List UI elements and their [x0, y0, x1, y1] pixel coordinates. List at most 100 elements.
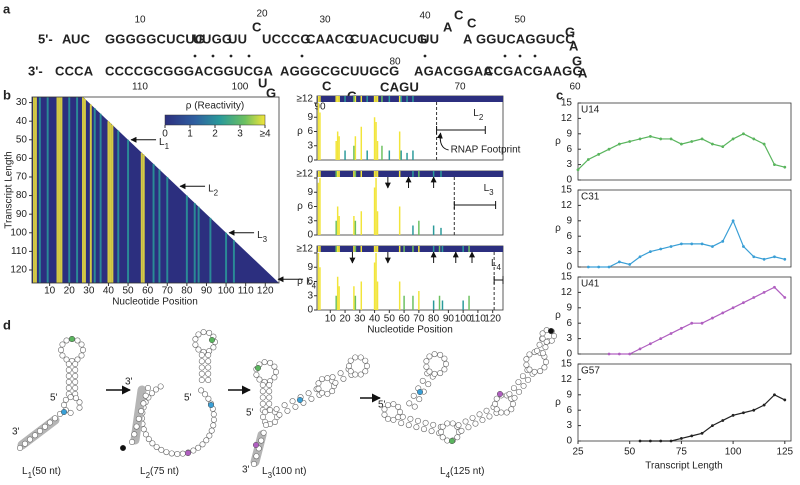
- heat-cell: [376, 171, 379, 177]
- heat-cell: [373, 246, 376, 252]
- nucleotide: [59, 352, 66, 359]
- nucleotide: [548, 337, 555, 344]
- y-tick-label: 30: [16, 97, 28, 108]
- nucleotide: [153, 386, 160, 393]
- nucleotide: [179, 450, 186, 457]
- series-name: C31: [581, 192, 600, 203]
- heat-cell: [398, 246, 401, 252]
- nucleotide: [72, 360, 79, 367]
- heat-strip: [317, 171, 503, 177]
- heat-cell: [338, 96, 340, 102]
- y-tick-label: 12: [561, 200, 573, 211]
- y-axis-title: ρ: [297, 126, 303, 137]
- bar: [354, 295, 357, 310]
- nucleotide: [416, 396, 423, 403]
- point: [638, 347, 642, 351]
- nucleotides: A: [62, 31, 72, 46]
- x-tick-label: 80: [428, 314, 440, 325]
- x-tick-label: 10: [44, 286, 56, 297]
- nucleotide: [479, 417, 486, 424]
- nucleotide: [439, 423, 446, 430]
- nucleotides: AGGGCGCUUGCG: [280, 63, 399, 78]
- x-tick-label: 80: [181, 286, 193, 297]
- nucleotide: [73, 395, 80, 402]
- reactive-column: [225, 232, 228, 283]
- nucleotide: [145, 436, 152, 443]
- y-tick-label: 9: [307, 187, 313, 198]
- nucleotide: [465, 424, 472, 431]
- colorbar-tick-label: 1: [187, 129, 193, 140]
- nucleotide: [539, 330, 546, 337]
- heat-cell: [432, 171, 435, 177]
- y-tick-label: 50: [16, 134, 28, 145]
- pair-dots: [193, 54, 537, 58]
- bar: [335, 220, 337, 235]
- nucleotide: [352, 371, 359, 378]
- bar: [398, 281, 401, 310]
- reactive-column: [109, 123, 112, 283]
- probe-nucleotide: [416, 388, 424, 396]
- reactive-column: [32, 97, 35, 283]
- nucleotide: [65, 360, 72, 367]
- nucleotide: [384, 415, 391, 422]
- point: [711, 316, 714, 320]
- nucleotide: [65, 378, 72, 385]
- point: [659, 247, 663, 251]
- heat-cell: [319, 96, 321, 102]
- bar: [338, 136, 340, 160]
- label-sub: 2: [146, 471, 151, 480]
- point: [700, 431, 704, 435]
- point: [638, 255, 642, 259]
- bar: [441, 300, 444, 310]
- heat-cell: [432, 246, 435, 252]
- y-tick-label: 40: [16, 116, 28, 127]
- point: [669, 439, 673, 443]
- heat-cell: [412, 246, 414, 252]
- label-sub: 1: [165, 141, 170, 150]
- nucleotide: [65, 384, 72, 391]
- nucleotides: A: [578, 65, 588, 80]
- annotation-arrow: [436, 132, 449, 151]
- nucleotide: [441, 355, 448, 362]
- nucleotide: [454, 434, 461, 441]
- point: [762, 142, 766, 146]
- point: [773, 393, 776, 397]
- nucleotide: [205, 370, 212, 377]
- nucleotides: A: [463, 31, 473, 46]
- reactive-column: [60, 97, 63, 283]
- point: [752, 408, 756, 412]
- end-label: 3': [125, 377, 133, 388]
- nucleotide: [458, 427, 465, 434]
- heat-cell: [338, 171, 340, 177]
- x-axis-title: Nucleotide Position: [367, 325, 453, 336]
- bar: [406, 152, 408, 160]
- point: [752, 296, 756, 299]
- nucleotide: [543, 338, 550, 345]
- nucleotide: [315, 385, 322, 392]
- point: [721, 239, 725, 243]
- y-tick-label: 100: [10, 227, 27, 238]
- nucleotide: [260, 429, 267, 436]
- nucleotide: [80, 346, 87, 353]
- point: [773, 255, 776, 259]
- nucleotide: [253, 453, 260, 460]
- y-tick-label: 6: [566, 318, 572, 329]
- probe-nucleotide: [184, 449, 192, 457]
- y-axis-title: ρ: [297, 201, 303, 212]
- heat-cell: [335, 246, 337, 252]
- nucleotide: [198, 351, 205, 358]
- position-number: 20: [256, 9, 268, 20]
- reactive-column: [83, 98, 86, 283]
- bar: [462, 300, 464, 310]
- point: [669, 332, 673, 335]
- nucleotide: [419, 377, 426, 384]
- nucleotide: [67, 394, 74, 401]
- label-sub: 4: [446, 471, 451, 480]
- nucleotide: [266, 381, 273, 388]
- nucleotide: [199, 441, 206, 448]
- x-tick-label: 110: [470, 314, 486, 325]
- bar: [360, 281, 363, 310]
- reactive-column: [152, 163, 155, 283]
- nucleotide: [198, 364, 205, 371]
- y-tick-label: 9: [307, 262, 313, 273]
